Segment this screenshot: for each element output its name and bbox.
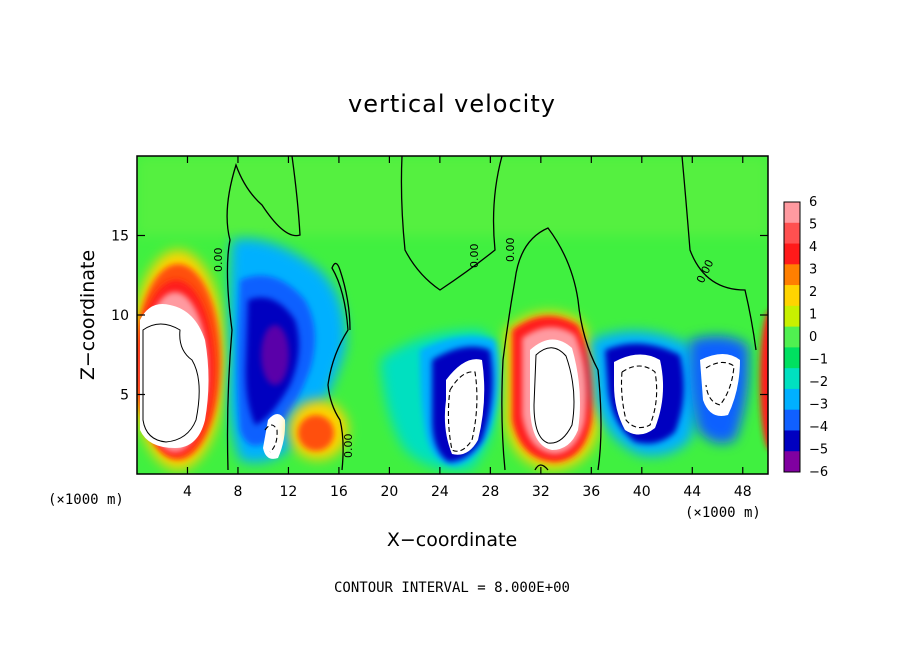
cell-downdraft-x46: [689, 336, 749, 444]
colorbar-swatch: [784, 222, 800, 245]
colorbar-swatch: [784, 264, 800, 286]
contour-label-1: 0.00: [212, 248, 225, 273]
x-axis: 4 8 12 16 20 24 28 32 36 40 44 48: [183, 156, 752, 500]
colorbar-swatch: [784, 409, 800, 431]
colorbar-label: −3: [809, 398, 828, 413]
contour-interval-note: CONTOUR INTERVAL = 8.000E+00: [334, 580, 570, 596]
colorbar-label: −5: [809, 443, 828, 458]
y-tick-label: 10: [111, 308, 129, 324]
colorbar-label: 2: [809, 285, 817, 300]
x-axis-title: X−coordinate: [387, 529, 517, 551]
colorbar-swatch: [784, 243, 800, 265]
colorbar-swatch: [784, 202, 800, 224]
colorbar-label: 0: [809, 330, 817, 345]
cell-updraft-x14: [288, 400, 348, 460]
cell-downdraft-x40: [590, 331, 698, 456]
colorbar: 6 5 4 3 2 1 0 −1 −2 −3 −4 −5 −6: [783, 195, 828, 480]
x-tick-label: 16: [330, 484, 348, 500]
cell-updraft-x3: [137, 250, 226, 470]
colorbar-label: 5: [809, 218, 817, 233]
y-axis: 5 10 15: [111, 229, 768, 404]
x-tick-label: 4: [183, 484, 192, 500]
x-tick-label: 12: [280, 484, 298, 500]
y-tick-label: 5: [120, 388, 129, 404]
zero-contours: [226, 156, 757, 471]
colorbar-label: 1: [809, 308, 817, 323]
x-tick-label: 28: [481, 484, 499, 500]
colorbar-label: −6: [809, 465, 828, 480]
contour-label-4: 0.00: [504, 238, 517, 263]
colorbar-frame: [783, 201, 801, 473]
colorbar-label: 6: [809, 195, 817, 210]
y-axis-title: Z−coordinate: [77, 250, 99, 380]
contour-label-3: 0.00: [468, 244, 481, 269]
colorbar-label: 4: [809, 240, 817, 255]
cell-updraft-x33: [505, 312, 601, 470]
colorbar-swatch: [784, 285, 800, 307]
colorbar-label: 3: [809, 263, 817, 278]
x-tick-label: 24: [431, 484, 449, 500]
x-tick-label: 36: [582, 484, 600, 500]
colorbar-swatch: [784, 451, 800, 473]
x-tick-label: 44: [683, 484, 701, 500]
colorbar-swatch: [784, 430, 800, 452]
x-tick-label: 32: [532, 484, 550, 500]
dashed-contours: [264, 361, 735, 453]
x-unit-right: (×1000 m): [685, 505, 761, 521]
colorbar-swatch: [784, 388, 800, 411]
colorbar-swatch: [784, 368, 800, 390]
velocity-field: 0.00 0.00 0.00 0.00 0.00: [137, 156, 768, 474]
colorbar-label: −1: [809, 353, 828, 368]
colorbar-swatch: [784, 326, 800, 348]
contour-label-2: 0.00: [342, 434, 355, 459]
chart-title: vertical velocity: [348, 90, 556, 118]
y-tick-label: 15: [111, 229, 129, 245]
colorbar-label: −4: [809, 420, 828, 435]
colorbar-swatch: [784, 305, 800, 328]
colorbar-swatch: [784, 347, 800, 369]
x-unit-left: (×1000 m): [48, 492, 124, 508]
x-tick-label: 48: [734, 484, 752, 500]
x-tick-label: 20: [380, 484, 398, 500]
x-tick-label: 40: [633, 484, 651, 500]
x-tick-label: 8: [233, 484, 242, 500]
colorbar-label: −2: [809, 375, 828, 390]
